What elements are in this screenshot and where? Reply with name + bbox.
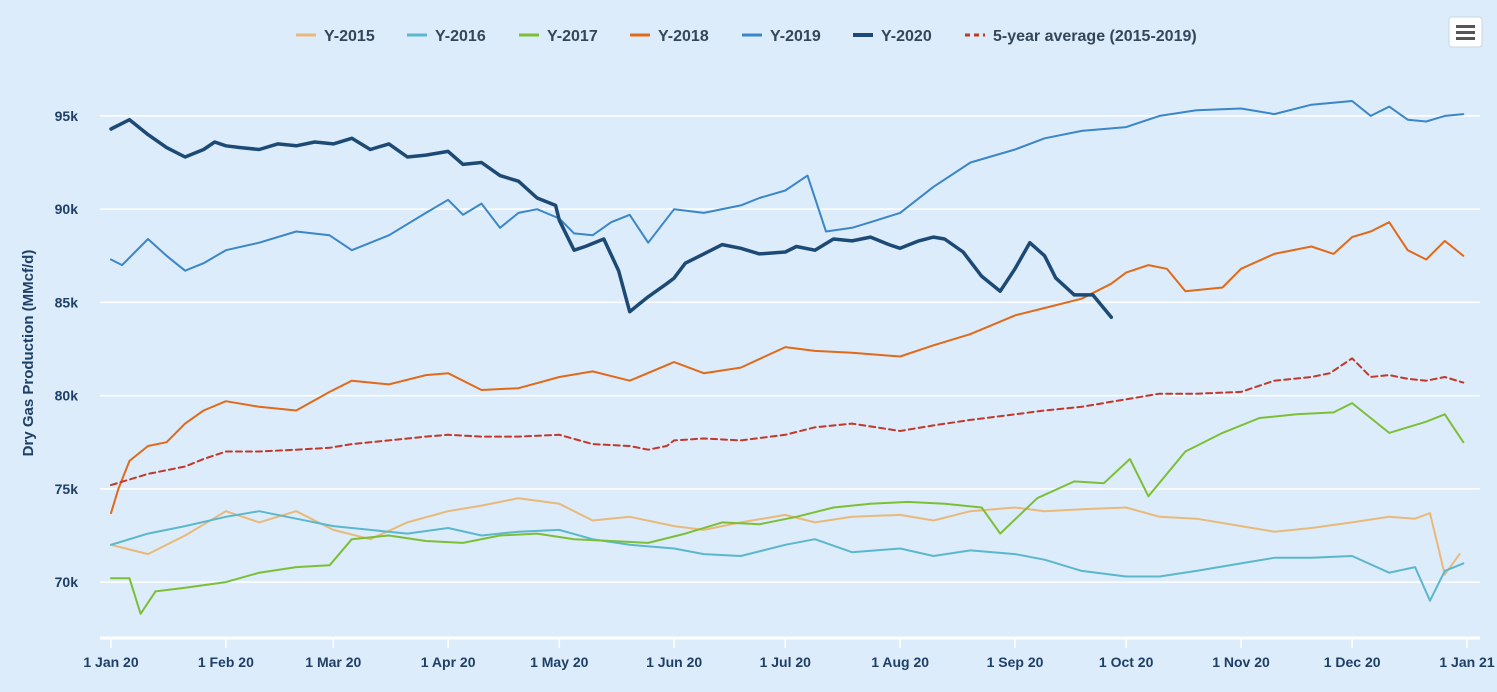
- y-tick-label: 80k: [55, 388, 79, 404]
- y-tick-label: 70k: [55, 574, 79, 590]
- y-tick-label: 95k: [55, 108, 79, 124]
- series-line: [110, 221, 1465, 515]
- x-tick-label: 1 Oct 20: [1099, 654, 1154, 670]
- x-tick-label: 1 Mar 20: [305, 654, 361, 670]
- x-tick-label: 1 Jan 21: [1439, 654, 1494, 670]
- x-tick-label: 1 Sep 20: [987, 654, 1044, 670]
- legend-label: Y-2016: [435, 28, 486, 45]
- y-tick-label: 90k: [55, 201, 79, 217]
- series-line: [110, 510, 1465, 602]
- legend-label: Y-2019: [770, 28, 821, 45]
- x-axis: 1 Jan 20 1 Feb 20 1 Mar 20 1 Apr 20 1 May 20…: [83, 636, 1495, 670]
- x-tick-label: 1 Dec 20: [1324, 654, 1381, 670]
- legend: Y-2015 Y-2016 Y-2017 Y-2018 Y-2019 Y-2020 5-ye…: [296, 28, 1197, 45]
- x-tick-label: 1 Jul 20: [760, 654, 812, 670]
- legend-label: Y-2017: [547, 28, 598, 45]
- x-tick-label: 1 Jun 20: [646, 654, 702, 670]
- series-lines: [109, 100, 1465, 615]
- series-line: [110, 402, 1465, 615]
- grid-lines: [100, 115, 1480, 583]
- x-tick-label: 1 Jan 20: [83, 654, 138, 670]
- x-tick-label: 1 Feb 20: [198, 654, 254, 670]
- legend-label: Y-2020: [881, 28, 932, 45]
- y-tick-label: 85k: [55, 294, 79, 310]
- series-line: [110, 497, 1461, 576]
- y-axis-label: Dry Gas Production (MMcf/d): [20, 250, 37, 457]
- series-line: [110, 100, 1465, 272]
- hamburger-menu-icon[interactable]: [1448, 16, 1483, 48]
- x-tick-label: 1 Nov 20: [1212, 654, 1270, 670]
- y-tick-label: 75k: [55, 481, 79, 497]
- y-axis-ticks: 70k 75k 80k 85k 90k 95k: [55, 108, 79, 590]
- series-line: [109, 117, 1114, 320]
- x-tick-label: 1 Aug 20: [871, 654, 929, 670]
- legend-label: Y-2018: [658, 28, 709, 45]
- series-line: [110, 357, 1465, 487]
- legend-label: Y-2015: [324, 28, 375, 45]
- x-tick-label: 1 Apr 20: [421, 654, 476, 670]
- x-tick-label: 1 May 20: [530, 654, 589, 670]
- legend-label: 5-year average (2015-2019): [993, 28, 1197, 45]
